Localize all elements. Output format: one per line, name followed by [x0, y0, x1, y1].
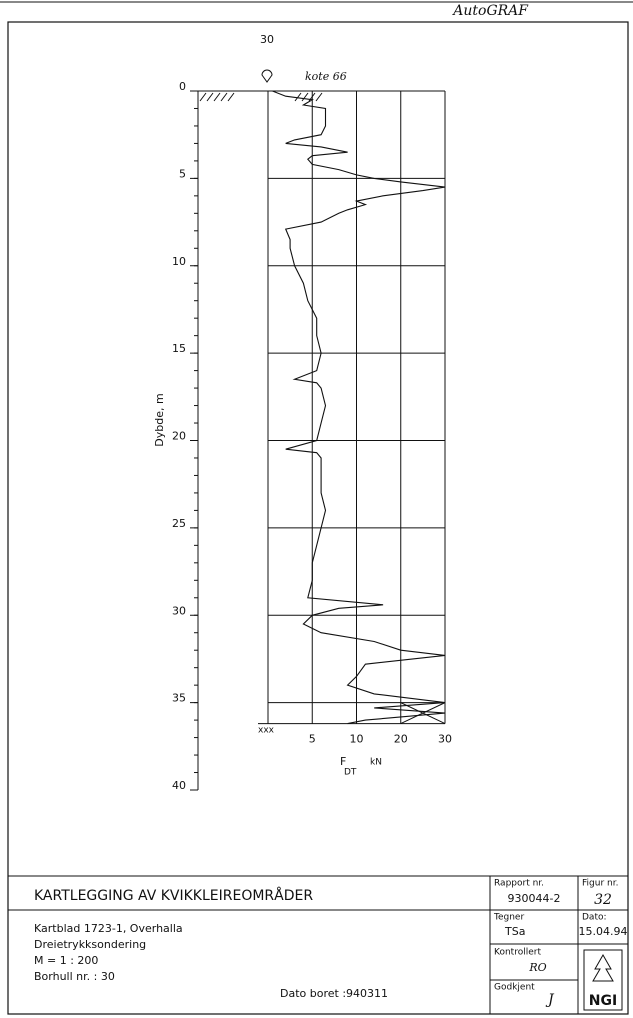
sounding-curve [272, 90, 446, 725]
block-line: Dreietrykksondering [34, 938, 146, 951]
report: 930044-2 [508, 892, 561, 905]
x-axis-unit: kN [370, 758, 382, 768]
y-tick-label: 15 [172, 342, 186, 355]
y-tick-label: 20 [172, 430, 186, 443]
hole-number: 30 [260, 33, 274, 46]
figure: 32 [594, 892, 612, 908]
x-tick-label: 10 [350, 733, 364, 746]
approved: J [545, 992, 555, 1008]
y-tick-label: 5 [179, 167, 186, 180]
stop-cross [400, 702, 446, 725]
y-tick-label: 0 [179, 80, 186, 93]
block-title: KARTLEGGING AV KVIKKLEIREOMRÅDER [34, 887, 313, 904]
x-tick-label: 20 [394, 733, 408, 746]
label: Dato: [582, 913, 607, 923]
date-drilled: Dato boret :940311 [280, 987, 388, 1000]
y-tick-label: 35 [172, 692, 186, 705]
marker-icon [261, 69, 273, 83]
label: Tegner [493, 913, 524, 923]
label: Rapport nr. [494, 879, 544, 889]
y-axis-label: Dybde, m [153, 393, 166, 446]
y-tick-label: 10 [172, 255, 186, 268]
x-tick-label: 30 [438, 733, 452, 746]
logo: NGI [589, 993, 617, 1009]
date: 15.04.94 [579, 925, 628, 938]
label: Kontrollert [494, 948, 541, 958]
stop-marker: xxx [258, 726, 275, 736]
logo-box [583, 949, 623, 1011]
y-tick-label: 25 [172, 517, 186, 530]
elevation: kote 66 [305, 70, 347, 83]
block-line: Borhull nr. : 30 [34, 970, 115, 983]
label: Figur nr. [582, 879, 618, 889]
label: Godkjent [494, 983, 535, 993]
x-axis-label: F [340, 755, 346, 768]
x-axis-sub: DT [344, 768, 357, 778]
frame [7, 21, 629, 1015]
block-line: M = 1 : 200 [34, 954, 98, 967]
y-tick-label: 40 [172, 779, 186, 792]
y-tick-label: 30 [172, 604, 186, 617]
block-line: Kartblad 1723-1, Overhalla [34, 922, 183, 935]
checked: RO [528, 961, 546, 974]
x-tick-label: 5 [309, 733, 316, 746]
brand: AutoGRAF [451, 3, 529, 19]
ground-hatch [199, 92, 323, 102]
drawn: TSa [504, 925, 525, 938]
logo-tree [592, 953, 614, 982]
